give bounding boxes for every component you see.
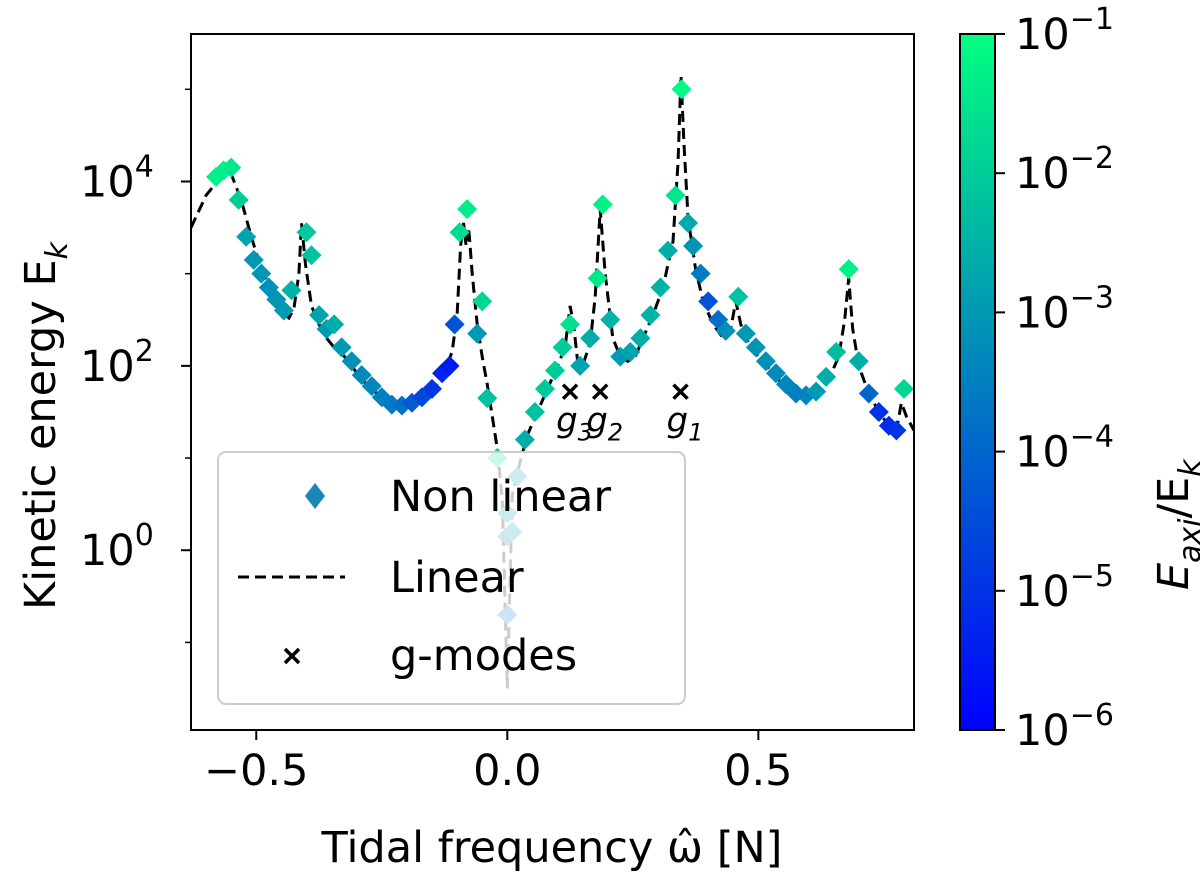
nonlinear-point: [444, 314, 465, 335]
nonlinear-point: [236, 226, 257, 247]
nonlinear-point: [301, 245, 322, 266]
legend-label-linear: Linear: [390, 553, 524, 603]
nonlinear-point: [683, 236, 704, 257]
nonlinear-point: [745, 337, 766, 358]
x-tick-label: −0.5: [204, 746, 308, 796]
nonlinear-point: [243, 249, 264, 270]
g-mode-label: g3: [556, 401, 593, 447]
legend-box: [217, 451, 686, 705]
legend-label-nonlinear: Non linear: [390, 472, 611, 522]
colorbar: [959, 33, 996, 731]
nonlinear-point: [893, 378, 914, 399]
g-mode-label: g1: [667, 401, 704, 447]
y-tick-label: 100: [80, 518, 154, 576]
g-mode-marker: [591, 383, 609, 400]
y-axis-label: Kinetic energy Ek: [16, 240, 75, 610]
nonlinear-point: [826, 342, 847, 363]
nonlinear-point: [630, 328, 651, 349]
colorbar-tick-label: 10−4: [1015, 420, 1114, 478]
nonlinear-point: [620, 342, 641, 363]
nonlinear-point: [251, 263, 272, 284]
x-tick-label: 0.0: [473, 746, 541, 796]
nonlinear-point: [296, 222, 317, 243]
x-axis-label: Tidal frequency ω̂ [N]: [321, 823, 783, 872]
nonlinear-point: [477, 388, 498, 409]
nonlinear-point: [281, 280, 302, 301]
nonlinear-point: [678, 212, 699, 233]
nonlinear-point: [472, 291, 493, 312]
g-mode-label: g2: [586, 401, 623, 447]
nonlinear-point: [534, 378, 555, 399]
colorbar-tick-label: 10−2: [1015, 141, 1114, 199]
nonlinear-point: [545, 360, 566, 381]
legend-diamond-marker: [305, 483, 325, 509]
nonlinear-point: [728, 286, 749, 307]
nonlinear-point: [735, 323, 756, 344]
x-tick-label: 0.5: [724, 746, 792, 796]
nonlinear-point: [309, 305, 330, 326]
plot-frame: [190, 33, 915, 731]
nonlinear-point: [361, 376, 382, 397]
nonlinear-point: [331, 337, 352, 358]
nonlinear-point: [806, 381, 827, 402]
x-axis-ticks: −0.5 0.0 0.5: [204, 730, 793, 796]
colorbar-tick-label: 10−5: [1015, 559, 1114, 617]
y-tick-label: 104: [80, 149, 154, 207]
nonlinear-point: [715, 320, 736, 341]
nonlinear-point: [273, 300, 294, 321]
nonlinear-point: [886, 420, 907, 441]
nonlinear-point: [457, 199, 478, 220]
nonlinear-point: [640, 305, 661, 326]
nonlinear-point: [467, 323, 488, 344]
nonlinear-point: [228, 189, 249, 210]
colorbar-tick-label: 10−1: [1015, 2, 1114, 60]
legend-x-marker: [283, 647, 301, 665]
nonlinear-point: [449, 222, 470, 243]
nonlinear-point: [570, 355, 591, 376]
nonlinear-point: [755, 351, 776, 372]
colorbar-tick-label: 10−6: [1015, 698, 1114, 756]
colorbar-tick-label: 10−3: [1015, 280, 1114, 338]
nonlinear-point: [514, 429, 535, 450]
nonlinear-point: [524, 401, 545, 422]
nonlinear-point: [765, 363, 786, 384]
nonlinear-point: [552, 337, 573, 358]
colorbar-label: Eaxi/Ek: [1149, 458, 1200, 590]
nonlinear-point: [665, 185, 686, 206]
nonlinear-point: [816, 366, 837, 387]
nonlinear-point: [657, 240, 678, 261]
nonlinear-point: [592, 194, 613, 215]
nonlinear-point: [560, 314, 581, 335]
nonlinear-point: [838, 259, 859, 280]
nonlinear-point: [868, 401, 889, 422]
nonlinear-point: [600, 309, 621, 330]
nonlinear-point: [858, 383, 879, 404]
legend-label-gmodes: g-modes: [390, 631, 577, 681]
g-mode-marker: [672, 383, 689, 400]
nonlinear-point: [422, 378, 442, 399]
nonlinear-point: [439, 355, 460, 376]
colorbar-ticks: 10−1 10−2 10−3 10−4 10−5 10−6: [995, 2, 1114, 756]
y-tick-label: 102: [80, 334, 154, 392]
nonlinear-point: [671, 79, 692, 100]
g-mode-marker: [561, 383, 579, 400]
nonlinear-point: [341, 351, 362, 372]
nonlinear-point: [690, 263, 711, 284]
nonlinear-point: [351, 365, 372, 386]
nonlinear-point: [848, 351, 869, 372]
nonlinear-point: [587, 268, 608, 289]
nonlinear-point: [221, 157, 242, 178]
nonlinear-point: [580, 328, 601, 349]
nonlinear-point: [324, 314, 345, 335]
y-axis-ticks: 100 102 104: [80, 88, 191, 644]
nonlinear-point: [698, 291, 719, 312]
nonlinear-point: [650, 277, 671, 298]
